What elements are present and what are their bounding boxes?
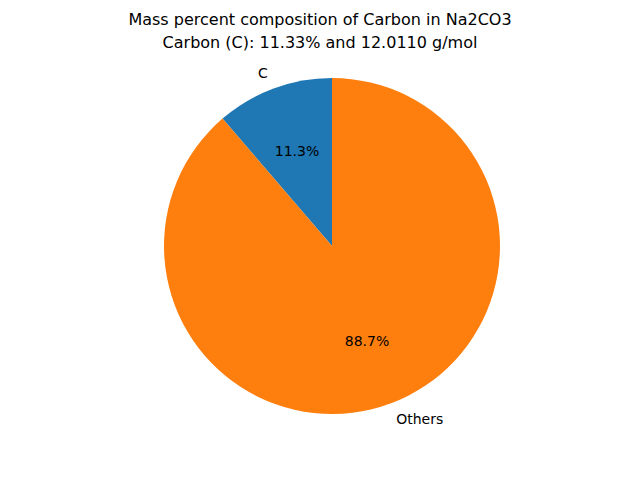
html-text:Mass percent composition of Ca: Mass percent composition of Carbon in Na… xyxy=(128,10,512,29)
svg-text:88.7%: 88.7% xyxy=(345,333,389,349)
html-text:Carbon (C): 11.33% and 12.0110: Carbon (C): 11.33% and 12.0110 g/mol xyxy=(162,33,478,52)
svg-text:11.3%: 11.3% xyxy=(275,143,319,159)
svg-text:Others: Others xyxy=(396,411,443,427)
svg-text:C: C xyxy=(258,65,268,81)
